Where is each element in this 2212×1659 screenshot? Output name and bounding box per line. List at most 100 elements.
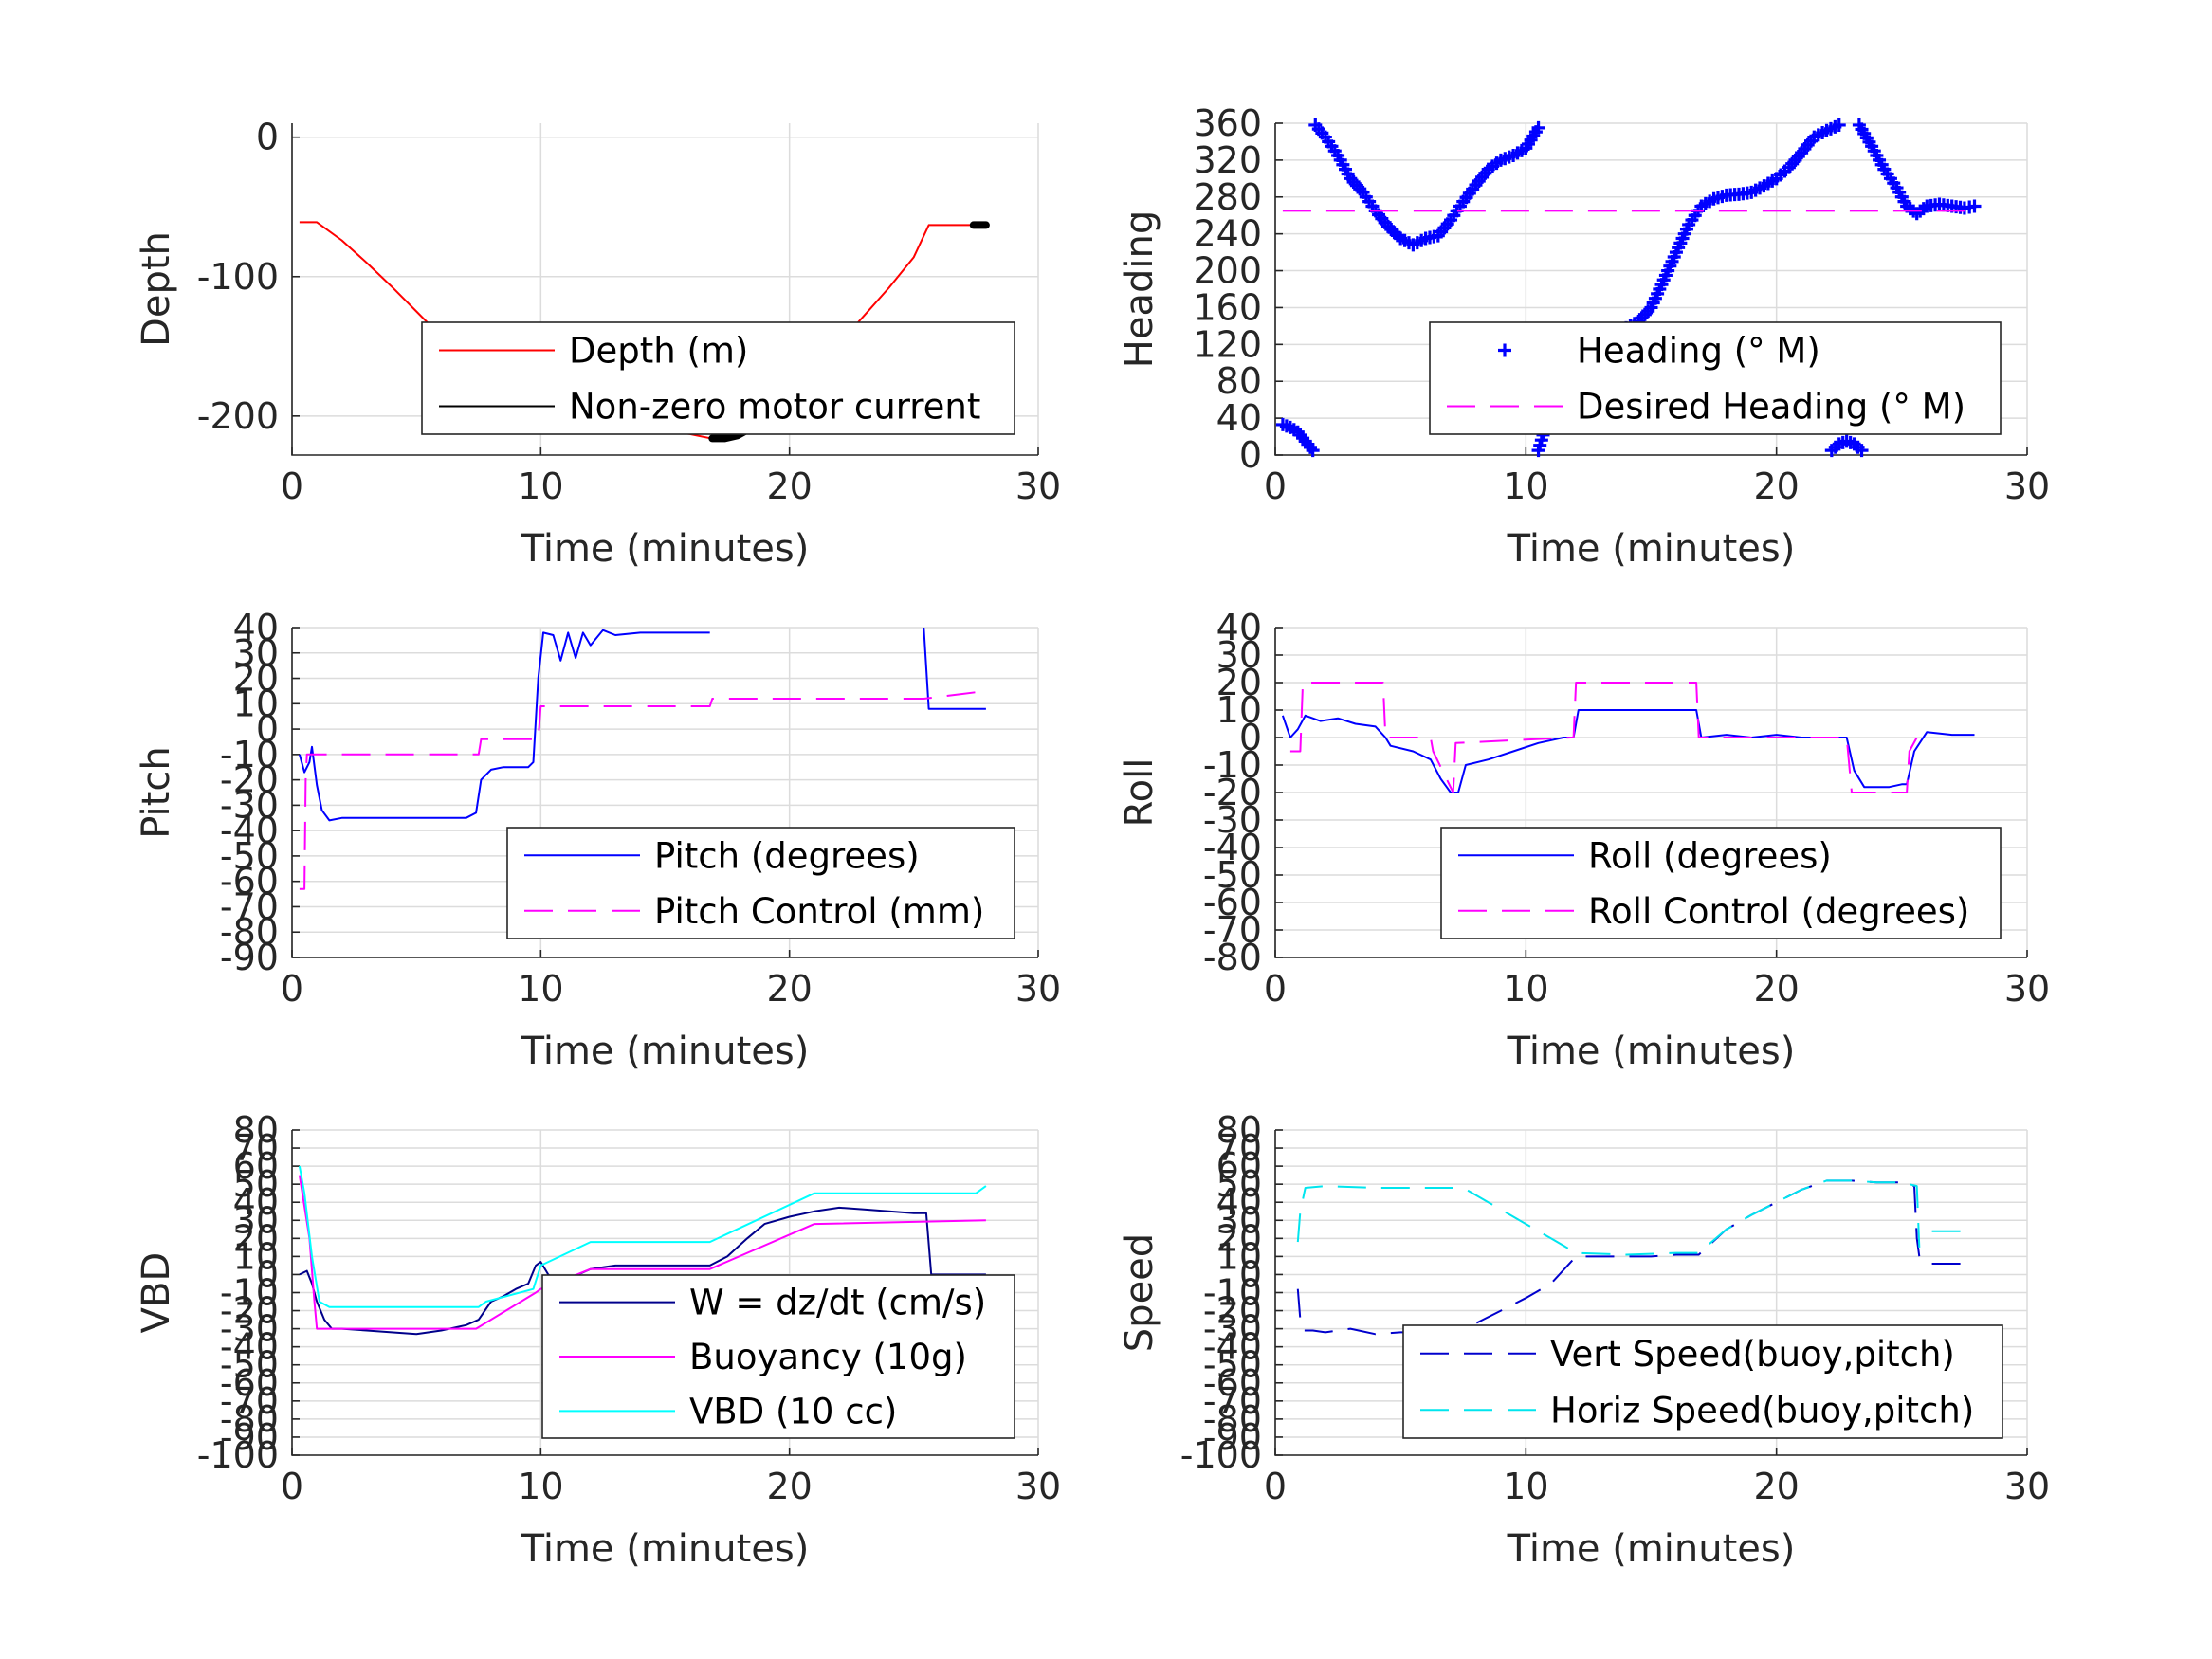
x-tick-label: 20 (1753, 465, 1799, 507)
y-tick-label: -60 (1203, 1362, 1262, 1404)
x-axis-label: Time (minutes) (521, 527, 810, 571)
x-tick-label: 30 (1015, 1466, 1061, 1507)
y-tick-label: -30 (220, 784, 279, 826)
heading-marker (1832, 118, 1846, 132)
y-tick-label: -60 (1203, 882, 1262, 923)
y-tick-label: -40 (1203, 1326, 1262, 1368)
y-tick-label: 280 (1193, 176, 1262, 218)
series-line (1296, 1179, 1921, 1256)
x-axis-label: Time (minutes) (1507, 1030, 1796, 1073)
y-tick-label: 360 (1193, 102, 1262, 144)
y-axis-label: Speed (1118, 1233, 1161, 1352)
x-tick-label: 0 (281, 465, 303, 507)
x-tick-label: 0 (1264, 465, 1287, 507)
y-tick-label: -100 (1180, 1434, 1262, 1476)
roll-panel: 0 10 20 30403020100-10-20-30-40-50-60-70-80… (1118, 607, 2050, 1073)
y-tick-label: 70 (233, 1127, 279, 1169)
legend-label: VBD (10 cc) (689, 1391, 897, 1431)
roll-legend: Roll (degrees) Roll Control (degrees) (1440, 827, 2002, 939)
y-tick-label: -100 (197, 256, 279, 298)
speed-legend: Vert Speed(buoy,pitch) Horiz Speed(buoy,p… (1402, 1324, 2003, 1439)
legend-label: Depth (m) (569, 331, 748, 372)
y-tick-label: 40 (1216, 607, 1262, 648)
heading-legend: Heading (° M) Desired Heading (° M) (1429, 321, 2002, 435)
y-tick-label: -10 (1203, 744, 1262, 786)
depth-panel: 0 10 20 30 0 -100 -200 Time (minutes) Depth Depth… (135, 117, 1061, 571)
y-tick-label: 20 (1216, 662, 1262, 703)
y-axis-label: Roll (1118, 758, 1161, 828)
legend-label: Non-zero motor current (569, 387, 980, 428)
y-tick-label: -40 (220, 1326, 279, 1368)
roll-series-0 (1281, 709, 1975, 793)
x-tick-label: 0 (281, 1466, 303, 1507)
y-tick-label: -90 (1203, 1416, 1262, 1458)
y-tick-label: 30 (1216, 1199, 1262, 1241)
y-tick-label: 40 (1216, 1181, 1262, 1223)
x-axis-label: Time (minutes) (521, 1030, 810, 1073)
x-tick-label: 10 (1503, 1466, 1548, 1507)
y-tick-label: 0 (1239, 434, 1262, 476)
y-tick-label: 10 (1216, 689, 1262, 731)
legend-box (1429, 321, 2002, 435)
depth-legend: Depth (m) Non-zero motor current (421, 321, 1015, 435)
y-tick-label: -80 (1203, 1398, 1262, 1440)
y-tick-label: -80 (1203, 937, 1262, 978)
legend-label: Vert Speed(buoy,pitch) (1550, 1334, 1955, 1375)
x-tick-label: 10 (518, 1466, 563, 1507)
y-tick-label: 80 (1216, 1109, 1262, 1151)
y-tick-label: 80 (233, 1109, 279, 1151)
series-line (923, 627, 986, 710)
y-tick-label: -200 (197, 395, 279, 437)
y-tick-label: 10 (233, 683, 279, 724)
y-tick-label: -20 (220, 759, 279, 801)
x-tick-label: 20 (766, 465, 812, 507)
legend-label: Roll Control (degrees) (1588, 891, 1969, 932)
legend-label: W = dz/dt (cm/s) (689, 1283, 986, 1323)
y-tick-label: 0 (256, 1253, 279, 1295)
y-tick-label: -30 (1203, 1308, 1262, 1350)
x-tick-label: 10 (1503, 968, 1548, 1010)
y-tick-label: -30 (220, 1308, 279, 1350)
y-tick-label: -60 (220, 861, 279, 902)
y-tick-label: -20 (220, 1290, 279, 1332)
x-tick-label: 20 (766, 968, 812, 1010)
y-tick-label: 80 (1216, 360, 1262, 402)
y-tick-label: 20 (233, 658, 279, 700)
x-tick-label: 30 (1015, 968, 1061, 1010)
y-axis-label: VBD (135, 1252, 178, 1334)
y-tick-label: 10 (233, 1235, 279, 1277)
vbd-series-1 (298, 1175, 986, 1330)
y-tick-label: -70 (220, 885, 279, 927)
y-tick-label: 0 (1239, 1253, 1262, 1295)
y-tick-label: -60 (220, 1362, 279, 1404)
x-tick-label: 20 (1753, 1466, 1799, 1507)
x-tick-label: 0 (1264, 968, 1287, 1010)
series-line (298, 1165, 987, 1308)
legend-label: Horiz Speed(buoy,pitch) (1550, 1390, 1974, 1431)
y-tick-label: 0 (256, 117, 279, 158)
legend-box (506, 827, 1015, 939)
y-tick-label: 120 (1193, 323, 1262, 365)
heading-marker (1967, 199, 1982, 213)
legend-label: Heading (° M) (1577, 331, 1820, 372)
legend-label: Buoyancy (10g) (689, 1337, 967, 1377)
x-tick-label: 10 (518, 465, 563, 507)
y-tick-label: 30 (233, 1199, 279, 1241)
y-tick-label: 0 (1239, 717, 1262, 758)
pitch-series-0 (298, 627, 986, 822)
legend-label: Pitch (degrees) (654, 835, 920, 876)
vbd-panel: 0 10 20 3080706050403020100-10-20-30-40-50-… (135, 1109, 1061, 1571)
series-line (298, 1175, 986, 1330)
y-tick-label: 20 (233, 1217, 279, 1259)
x-axis-label: Time (minutes) (1507, 1527, 1796, 1571)
y-tick-label: 240 (1193, 213, 1262, 255)
y-tick-label: -30 (1203, 799, 1262, 841)
speed-panel: 0 10 20 3080706050403020100-10-20-30-40-50-… (1118, 1109, 2050, 1571)
x-tick-label: 30 (2004, 465, 2050, 507)
pitch-legend: Pitch (degrees) Pitch Control (mm) (506, 827, 1015, 939)
x-tick-label: 0 (281, 968, 303, 1010)
series-line (298, 629, 710, 822)
y-axis-label: Depth (135, 231, 178, 347)
x-tick-label: 30 (1015, 465, 1061, 507)
